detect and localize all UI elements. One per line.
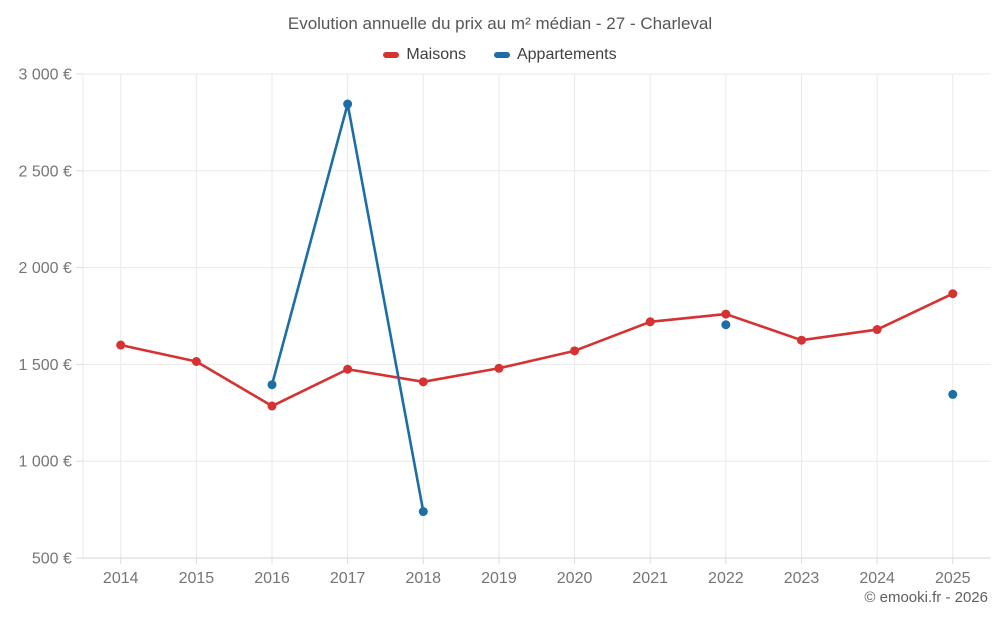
svg-text:2018: 2018 — [405, 570, 441, 587]
copyright: © emooki.fr - 2026 — [864, 589, 988, 606]
svg-text:2014: 2014 — [103, 570, 139, 587]
svg-text:2022: 2022 — [708, 570, 744, 587]
svg-text:2025: 2025 — [935, 570, 971, 587]
legend-swatch-maisons — [383, 52, 400, 58]
svg-text:2017: 2017 — [330, 570, 366, 587]
legend: Maisons Appartements — [0, 44, 1000, 65]
svg-text:3 000 €: 3 000 € — [19, 67, 72, 84]
svg-text:2 000 €: 2 000 € — [19, 260, 72, 277]
svg-text:1 500 €: 1 500 € — [19, 357, 72, 374]
legend-swatch-appartements — [493, 52, 510, 58]
legend-item-maisons[interactable]: Maisons — [383, 44, 466, 65]
svg-text:2019: 2019 — [481, 570, 517, 587]
svg-text:2021: 2021 — [632, 570, 668, 587]
svg-text:1 000 €: 1 000 € — [19, 454, 72, 471]
svg-text:2023: 2023 — [784, 570, 820, 587]
svg-text:2020: 2020 — [557, 570, 593, 587]
svg-text:2024: 2024 — [859, 570, 895, 587]
svg-text:500 €: 500 € — [32, 551, 72, 568]
legend-label-appartements: Appartements — [516, 46, 617, 63]
legend-item-appartements[interactable]: Appartements — [493, 44, 617, 65]
svg-text:2015: 2015 — [179, 570, 215, 587]
svg-text:2016: 2016 — [254, 570, 290, 587]
legend-label-maisons: Maisons — [406, 46, 466, 63]
chart-title: Evolution annuelle du prix au m² médian … — [287, 14, 713, 33]
svg-text:2 500 €: 2 500 € — [19, 163, 72, 180]
